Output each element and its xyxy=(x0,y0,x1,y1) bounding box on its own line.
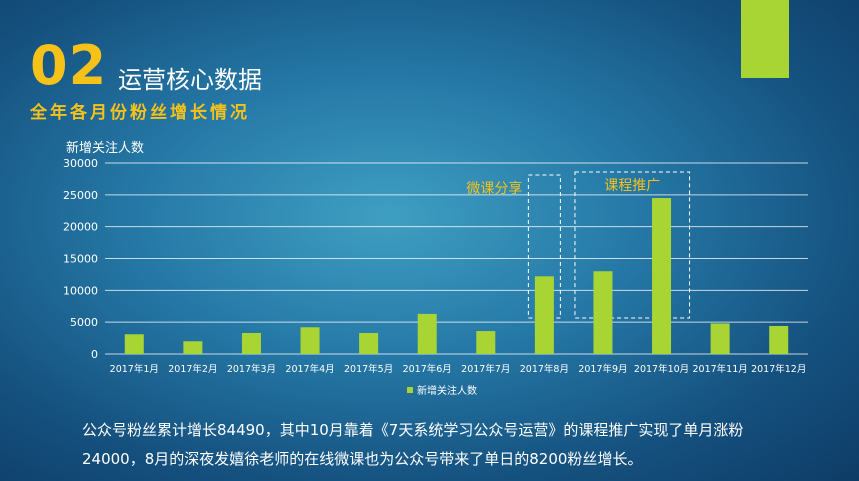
y-tick-label: 0 xyxy=(91,348,98,361)
legend: 新增关注人数 xyxy=(407,384,477,397)
annotation-label: 微课分享 xyxy=(466,180,522,197)
bar-chart: 新增关注人数 0 5000 10000 15000 20000 25000 30000 微课… xyxy=(63,140,808,397)
x-tick-label: 2017年9月 xyxy=(578,363,627,375)
summary-line-2: 24000，8月的深夜发嬉徐老师的在线微课也为公众号带来了单日的8200粉丝增长… xyxy=(82,450,643,468)
x-tick-label: 2017年2月 xyxy=(168,363,217,375)
bar xyxy=(359,332,379,354)
bar xyxy=(300,327,320,354)
legend-label: 新增关注人数 xyxy=(417,384,477,397)
x-tick-label: 2017年5月 xyxy=(344,363,393,375)
page-title: 运营核心数据 xyxy=(118,66,262,94)
legend-swatch xyxy=(407,387,413,393)
gridlines xyxy=(105,162,808,355)
x-tick-label: 2017年10月 xyxy=(634,363,689,375)
annotation-label: 课程推广 xyxy=(604,178,660,194)
y-tick-label: 10000 xyxy=(63,284,98,297)
bar xyxy=(710,323,730,354)
y-tick-label: 5000 xyxy=(70,316,98,329)
bar xyxy=(534,276,554,354)
x-tick-labels: 2017年1月 2017年2月 2017年3月 2017年4月 2017年5月 2017年… xyxy=(110,363,807,375)
bar xyxy=(183,341,203,354)
y-tick-label: 25000 xyxy=(63,189,98,202)
summary-text: 公众号粉丝累计增长84490，其中10月靠着《7天系统学习公众号运营》的课程推广… xyxy=(82,416,842,474)
bar xyxy=(652,198,672,354)
x-tick-label: 2017年6月 xyxy=(403,363,452,375)
bar xyxy=(476,331,496,354)
y-tick-label: 20000 xyxy=(63,221,98,234)
x-tick-label: 2017年1月 xyxy=(110,363,159,375)
summary-line-1: 公众号粉丝累计增长84490，其中10月靠着《7天系统学习公众号运营》的课程推广… xyxy=(82,421,744,439)
y-tick-label: 15000 xyxy=(63,253,98,266)
y-tick-labels: 0 5000 10000 15000 20000 25000 30000 xyxy=(63,157,98,361)
x-tick-label: 2017年12月 xyxy=(751,363,806,375)
x-tick-label: 2017年11月 xyxy=(692,363,747,375)
bar xyxy=(593,271,613,354)
page-subtitle: 全年各月份粉丝增长情况 xyxy=(30,103,250,123)
x-tick-label: 2017年8月 xyxy=(520,363,569,375)
section-number: 02 xyxy=(30,34,108,97)
bars xyxy=(124,198,789,354)
bar xyxy=(417,313,437,354)
x-tick-label: 2017年4月 xyxy=(285,363,334,375)
bar xyxy=(241,332,261,354)
accent-block xyxy=(741,0,789,78)
bar xyxy=(124,334,144,354)
x-tick-label: 2017年7月 xyxy=(461,363,510,375)
bar xyxy=(769,325,789,354)
annotation-box xyxy=(574,171,691,319)
x-tick-label: 2017年3月 xyxy=(227,363,276,375)
y-axis-label: 新增关注人数 xyxy=(66,140,144,156)
y-tick-label: 30000 xyxy=(63,157,98,170)
